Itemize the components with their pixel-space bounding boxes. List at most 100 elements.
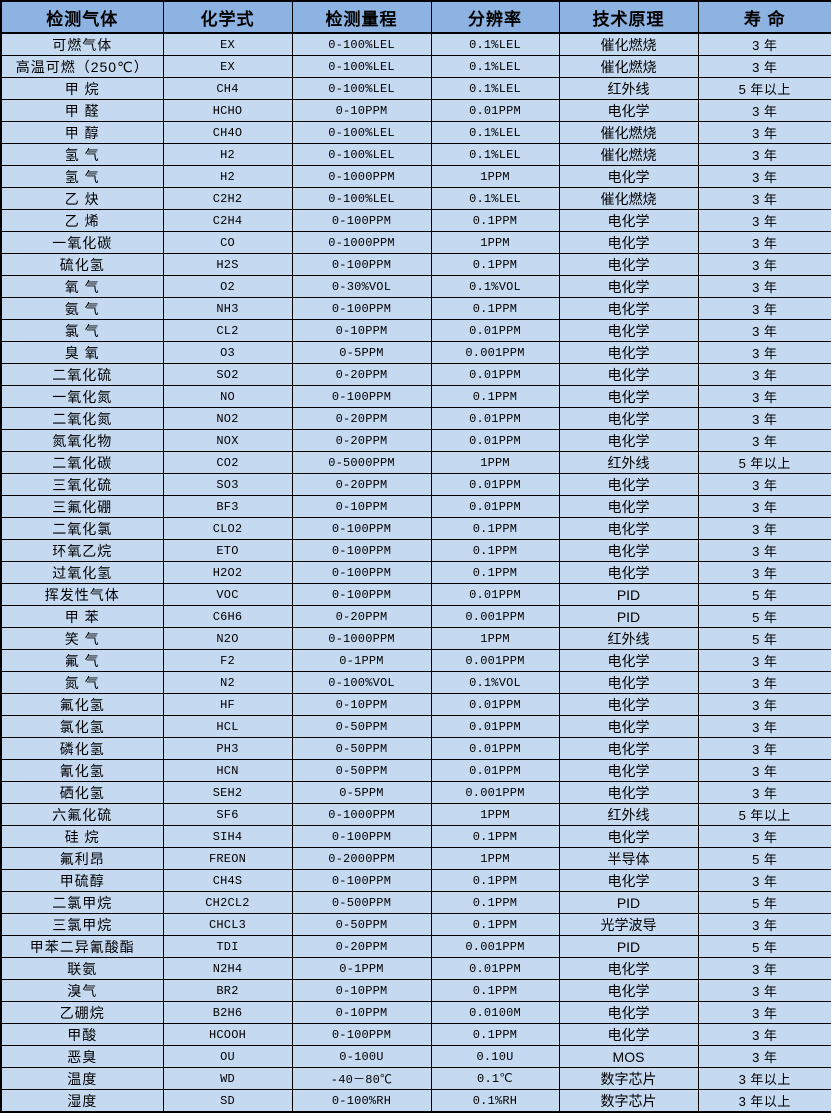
- cell-life: 3 年: [697, 1023, 831, 1046]
- cell-resolution: 1PPM: [430, 627, 560, 650]
- table-row: 笑 气 N2O 0-1000PPM 1PPM 红外线 5 年: [0, 627, 831, 650]
- cell-formula: O2: [162, 275, 293, 298]
- cell-gas: 氢 气: [0, 143, 164, 166]
- column-header-formula: 化学式: [162, 0, 293, 34]
- column-header-range: 检测量程: [291, 0, 432, 34]
- cell-gas: 溴气: [0, 979, 164, 1002]
- cell-formula: CH4S: [162, 869, 293, 892]
- cell-life: 3 年: [697, 825, 831, 848]
- cell-tech: 电化学: [558, 297, 699, 320]
- cell-life: 3 年: [697, 1045, 831, 1068]
- cell-resolution: 0.1%LEL: [430, 121, 560, 144]
- table-row: 甲硫醇 CH4S 0-100PPM 0.1PPM 电化学 3 年: [0, 869, 831, 892]
- cell-resolution: 0.1PPM: [430, 869, 560, 892]
- table-row: 可燃气体 EX 0-100%LEL 0.1%LEL 催化燃烧 3 年: [0, 32, 831, 56]
- cell-formula: SF6: [162, 803, 293, 826]
- cell-resolution: 0.01PPM: [430, 407, 560, 430]
- cell-range: 0-50PPM: [291, 913, 432, 936]
- cell-formula: CL2: [162, 319, 293, 342]
- cell-resolution: 0.01PPM: [430, 957, 560, 980]
- cell-life: 3 年: [697, 781, 831, 804]
- cell-range: 0-10PPM: [291, 319, 432, 342]
- cell-gas: 甲苯二异氰酸酯: [0, 935, 164, 958]
- cell-gas: 氮 气: [0, 671, 164, 694]
- cell-gas: 过氧化氢: [0, 561, 164, 584]
- cell-resolution: 0.1%LEL: [430, 187, 560, 210]
- cell-life: 3 年: [697, 869, 831, 892]
- cell-resolution: 0.1℃: [430, 1067, 560, 1090]
- table-row: 氰化氢 HCN 0-50PPM 0.01PPM 电化学 3 年: [0, 759, 831, 782]
- cell-formula: H2: [162, 165, 293, 188]
- cell-tech: 电化学: [558, 209, 699, 232]
- cell-resolution: 0.1PPM: [430, 825, 560, 848]
- cell-tech: MOS: [558, 1045, 699, 1068]
- cell-range: 0-100PPM: [291, 539, 432, 562]
- cell-tech: 电化学: [558, 869, 699, 892]
- cell-range: 0-100%LEL: [291, 32, 432, 56]
- cell-resolution: 0.01PPM: [430, 363, 560, 386]
- cell-resolution: 0.01PPM: [430, 693, 560, 716]
- cell-life: 3 年: [697, 209, 831, 232]
- cell-range: 0-1000PPM: [291, 803, 432, 826]
- cell-tech: 电化学: [558, 649, 699, 672]
- table-row: 臭 氧 O3 0-5PPM 0.001PPM 电化学 3 年: [0, 341, 831, 364]
- cell-formula: C6H6: [162, 605, 293, 628]
- cell-resolution: 0.01PPM: [430, 715, 560, 738]
- cell-gas: 二氧化硫: [0, 363, 164, 386]
- cell-tech: 电化学: [558, 253, 699, 276]
- cell-tech: 催化燃烧: [558, 187, 699, 210]
- cell-formula: NH3: [162, 297, 293, 320]
- cell-resolution: 0.1PPM: [430, 385, 560, 408]
- cell-formula: CLO2: [162, 517, 293, 540]
- cell-gas: 氟 气: [0, 649, 164, 672]
- cell-life: 3 年: [697, 165, 831, 188]
- cell-gas: 一氧化碳: [0, 231, 164, 254]
- cell-gas: 二氧化氯: [0, 517, 164, 540]
- table-row: 过氧化氢 H2O2 0-100PPM 0.1PPM 电化学 3 年: [0, 561, 831, 584]
- cell-gas: 甲 醛: [0, 99, 164, 122]
- table-row: 溴气 BR2 0-10PPM 0.1PPM 电化学 3 年: [0, 979, 831, 1002]
- cell-gas: 三氧化硫: [0, 473, 164, 496]
- cell-formula: FREON: [162, 847, 293, 870]
- table-row: 三氧化硫 SO3 0-20PPM 0.01PPM 电化学 3 年: [0, 473, 831, 496]
- cell-resolution: 1PPM: [430, 803, 560, 826]
- table-row: 六氟化硫 SF6 0-1000PPM 1PPM 红外线 5 年以上: [0, 803, 831, 826]
- table-row: 氨 气 NH3 0-100PPM 0.1PPM 电化学 3 年: [0, 297, 831, 320]
- cell-formula: CH2CL2: [162, 891, 293, 914]
- cell-resolution: 0.001PPM: [430, 605, 560, 628]
- cell-formula: N2: [162, 671, 293, 694]
- cell-tech: 数字芯片: [558, 1067, 699, 1090]
- cell-range: 0-10PPM: [291, 693, 432, 716]
- table-row: 乙 烯 C2H4 0-100PPM 0.1PPM 电化学 3 年: [0, 209, 831, 232]
- cell-gas: 三氟化硼: [0, 495, 164, 518]
- cell-formula: SO2: [162, 363, 293, 386]
- cell-tech: PID: [558, 605, 699, 628]
- cell-formula: N2O: [162, 627, 293, 650]
- cell-life: 3 年: [697, 715, 831, 738]
- cell-life: 3 年: [697, 671, 831, 694]
- cell-life: 3 年: [697, 693, 831, 716]
- cell-tech: 电化学: [558, 671, 699, 694]
- cell-life: 3 年: [697, 495, 831, 518]
- cell-gas: 二氧化碳: [0, 451, 164, 474]
- cell-life: 5 年: [697, 605, 831, 628]
- column-header-resolution: 分辨率: [430, 0, 560, 34]
- table-row: 二氯甲烷 CH2CL2 0-500PPM 0.1PPM PID 5 年: [0, 891, 831, 914]
- cell-life: 3 年以上: [697, 1089, 831, 1113]
- cell-range: 0-5PPM: [291, 341, 432, 364]
- table-row: 甲苯二异氰酸酯 TDI 0-20PPM 0.001PPM PID 5 年: [0, 935, 831, 958]
- cell-formula: EX: [162, 32, 293, 56]
- cell-gas: 三氯甲烷: [0, 913, 164, 936]
- cell-range: 0-10PPM: [291, 1001, 432, 1024]
- cell-gas: 臭 氧: [0, 341, 164, 364]
- cell-gas: 二氯甲烷: [0, 891, 164, 914]
- cell-life: 5 年以上: [697, 77, 831, 100]
- cell-range: 0-100PPM: [291, 517, 432, 540]
- cell-life: 5 年: [697, 583, 831, 606]
- cell-range: 0-20PPM: [291, 363, 432, 386]
- cell-tech: 电化学: [558, 759, 699, 782]
- cell-tech: 电化学: [558, 1023, 699, 1046]
- cell-gas: 甲 苯: [0, 605, 164, 628]
- cell-resolution: 0.1PPM: [430, 1023, 560, 1046]
- cell-tech: 电化学: [558, 561, 699, 584]
